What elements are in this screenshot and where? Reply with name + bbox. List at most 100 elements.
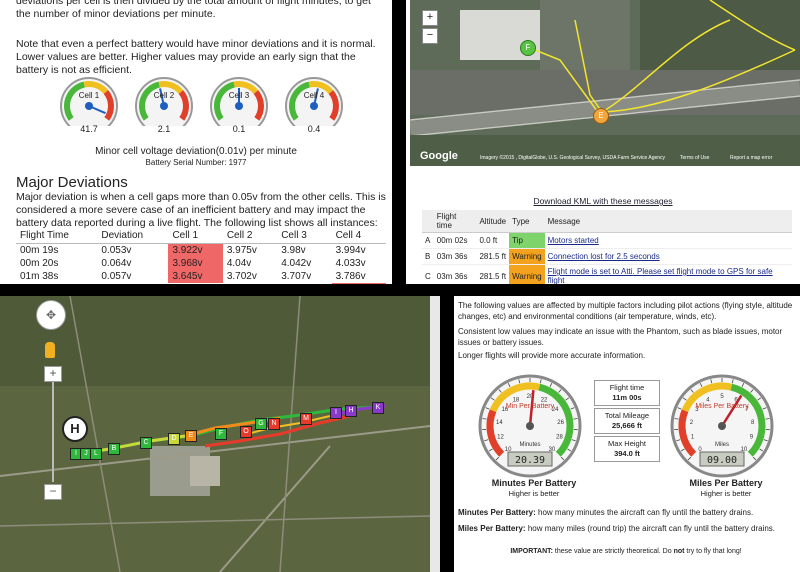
svg-text:9: 9 [750,435,754,441]
table-row: 00m 19s 0.053v 3.922v 3.975v 3.98v 3.994v [16,243,386,257]
important-not: not [673,548,685,555]
gauge-caption: Minor cell voltage deviation(0.01v) per … [95,146,297,157]
intro-text: deviations per cell is then divided by t… [16,0,371,20]
map-imagery [410,0,800,166]
important-note: IMPORTANT: these value are strictly theo… [458,548,794,555]
table-row: A 00m 02s 0.0 ft Tip Motors started [422,232,792,249]
column-header: Cell 2 [222,228,278,244]
zoom-out-button[interactable]: − [44,484,62,500]
path-marker[interactable]: L [90,448,102,460]
deviation-table: Flight Time Deviation Cell 1 Cell 2 Cell 3 Ce… [16,228,386,284]
flight-time-box: Flight time 11m 00s [594,380,660,406]
minutes-gauge-sub: Higher is better [508,489,560,498]
gauge-dial: 01 2 3 4 5 6 7 8 910 Miles Per Battery Miles 09.00 [670,374,774,478]
svg-text:2: 2 [690,420,694,426]
important-term: IMPORTANT: [510,548,553,555]
path-marker[interactable]: D [168,433,180,445]
table-cell: B [422,248,434,265]
minutes-definition-term: Minutes Per Battery: [458,508,536,517]
column-header: Cell 1 [168,228,223,244]
path-marker[interactable]: G [255,418,267,430]
max-height-box: Max Height 394.0 ft [594,436,660,462]
table-cell: 3.645v [168,270,223,283]
path-marker[interactable]: M [300,413,312,425]
imagery-credit: Imagery ©2015 , DigitalGlobe, U.S. Geolo… [480,155,666,161]
table-cell: Connection lost for 2.5 seconds [544,248,792,265]
factors-text: The following values are affected by mul… [458,301,793,321]
svg-text:3: 3 [695,407,699,413]
table-cell: Tip [509,232,545,249]
svg-text:22: 22 [541,397,548,403]
cell-gauge-label: Cell 3 [229,91,250,100]
report-error-link[interactable]: Report a map error [730,155,773,161]
low-values-text: Consistent low values may indicate an is… [458,327,783,347]
pan-control[interactable]: ✥ [36,300,66,330]
download-kml-link[interactable]: Download KML with these messages [533,196,673,206]
home-point-marker[interactable]: H [62,416,88,442]
path-marker[interactable]: J [80,448,92,460]
minutes-gauge: 10 12 14 16 18 20 22 24 26 28 30 Min Per Battery Min… [474,374,586,483]
path-marker[interactable]: E [185,430,197,442]
path-marker[interactable]: K [372,402,384,414]
message-link[interactable]: Motors started [547,236,599,245]
table-cell: 3.968v [168,257,223,270]
table-cell: 03m 36s [433,264,477,284]
zoom-slider-track[interactable] [52,382,54,482]
path-marker[interactable]: C [140,437,152,449]
table-row: 00m 20s 0.064v 3.968v 4.04v 4.042v 4.033v [16,257,386,270]
map-marker-e[interactable]: E [593,108,609,124]
svg-text:7: 7 [745,407,749,413]
column-header: Flight time [433,210,477,233]
table-cell: 3.645v [168,283,222,284]
table-cell: 0.064v [101,258,132,269]
table-cell: C [422,264,434,284]
message-link[interactable]: Flight mode is set to Atti. Please set f… [547,267,773,284]
cell-gauge: Cell 1 41.7 [56,76,122,134]
table-cell: 00m 20s [20,258,59,269]
terms-link[interactable]: Terms of Use [680,155,710,161]
page-scrollbar[interactable] [430,296,440,572]
table-row: C 03m 36s 281.5 ft Warning Flight mode is se… [422,264,792,284]
message-link[interactable]: Connection lost for 2.5 seconds [547,252,660,261]
path-marker[interactable]: I [330,407,342,419]
table-cell: 3.702v [226,271,257,282]
table-cell: 3.786v [331,283,386,284]
svg-text:24: 24 [552,407,559,413]
cell-gauge: Cell 4 0.4 [281,76,347,134]
svg-text:4: 4 [706,397,710,403]
column-header: Altitude [476,210,510,233]
cell-gauge: Cell 2 2.1 [131,76,197,134]
map-marker-f[interactable]: F [520,40,536,56]
table-cell: 0.053v [101,245,132,256]
column-header: Flight Time [16,228,98,244]
path-marker[interactable]: B [108,443,120,455]
table-cell: 3.707v [277,283,331,284]
table-cell: 0.0 ft [476,232,510,249]
gauge-dial: Cell 3 [210,77,268,126]
gauge-title: Miles Per Battery [695,403,749,410]
gauge-unit: Minutes [519,442,540,448]
table-cell: 281.5 ft [476,264,510,284]
gauge-title: Min Per Battery [506,403,555,410]
path-marker[interactable]: F [215,428,227,440]
max-height-label: Max Height [608,439,646,448]
street-view-pegman-icon[interactable] [45,342,55,358]
path-marker[interactable]: H [345,405,357,417]
table-cell: 00m 02s [433,232,477,249]
satellite-map[interactable]: + − F E Google Imagery ©2015 , DigitalGl… [410,0,800,166]
table-cell: 3.786v [335,271,366,282]
column-header: Type [509,210,545,233]
zoom-in-button[interactable]: + [422,10,438,26]
flight-time-value: 11m 00s [612,393,642,402]
google-logo: Google [420,150,458,162]
zoom-out-button[interactable]: − [422,28,438,44]
cell-gauge-label: Cell 2 [154,91,175,100]
svg-text:10: 10 [505,447,512,453]
important-text-b: try to fly that long! [684,548,742,555]
zoom-in-button[interactable]: + [44,366,62,382]
path-marker[interactable]: O [240,426,252,438]
path-marker[interactable]: N [268,418,280,430]
